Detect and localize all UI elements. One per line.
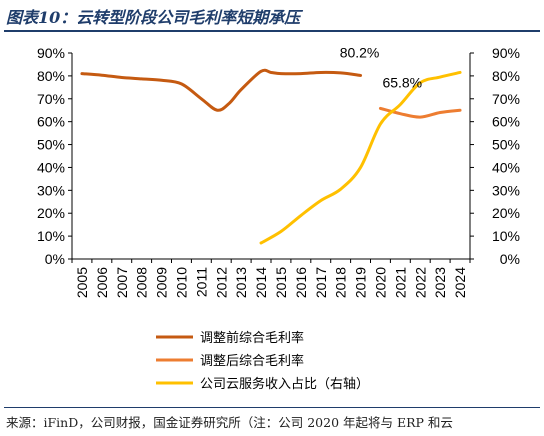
- x-tick-label: 2012: [213, 267, 229, 298]
- title-rule: [4, 30, 540, 32]
- x-axis: 2005 2006 2007 2008 2009 2010 2011 2012 2013 2014…: [71, 258, 471, 298]
- annotation-layer: 80.2%65.8%: [340, 44, 422, 90]
- x-tick-label: 2011: [193, 267, 209, 297]
- figure-title: 图表10：云转型阶段公司毛利率短期承压: [6, 8, 301, 27]
- right-tick-label: 40%: [492, 159, 520, 175]
- right-tick-label: 70%: [492, 91, 520, 107]
- x-tick-label: 2013: [233, 267, 249, 298]
- right-y-axis: 0% 10% 20% 30% 40% 50% 60% 70% 80% 90%: [469, 45, 520, 267]
- left-tick-label: 20%: [37, 205, 65, 221]
- left-tick-label: 30%: [37, 182, 65, 198]
- x-tick-label: 2009: [154, 267, 170, 298]
- series-layer: [80, 68, 462, 245]
- legend-label: 调整后综合毛利率: [200, 353, 304, 369]
- right-tick-label: 0%: [500, 251, 520, 267]
- x-tick-label: 2008: [134, 267, 150, 298]
- right-tick-label: 20%: [492, 205, 520, 221]
- left-tick-label: 50%: [37, 137, 65, 153]
- data-label: 65.8%: [382, 74, 422, 90]
- right-tick-label: 80%: [492, 68, 520, 84]
- x-tick-label: 2005: [74, 267, 90, 298]
- data-label: 80.2%: [340, 44, 380, 60]
- x-tick-label: 2023: [432, 267, 448, 298]
- x-tick-label: 2007: [114, 267, 130, 298]
- x-tick-label: 2018: [333, 267, 349, 298]
- gross-margin-chart: 0% 10% 20% 30% 40% 50% 60% 70% 80% 90% 0% 10% 20% 30…: [37, 44, 520, 392]
- series-line-2: [259, 70, 462, 245]
- x-tick-label: 2019: [353, 267, 369, 298]
- left-tick-label: 90%: [37, 45, 65, 61]
- source-rule: [4, 407, 540, 408]
- right-tick-label: 60%: [492, 114, 520, 130]
- x-tick-label: 2010: [173, 267, 189, 298]
- x-tick-label: 2022: [412, 267, 428, 298]
- x-tick-label: 2014: [253, 267, 269, 298]
- right-tick-label: 10%: [492, 228, 520, 244]
- x-tick-label: 2015: [273, 267, 289, 298]
- left-tick-label: 60%: [37, 114, 65, 130]
- series-line-0: [80, 68, 363, 112]
- left-tick-label: 10%: [37, 228, 65, 244]
- legend-label: 调整前综合毛利率: [200, 330, 304, 346]
- left-y-axis: 0% 10% 20% 30% 40% 50% 60% 70% 80% 90%: [37, 45, 73, 267]
- left-tick-label: 40%: [37, 159, 65, 175]
- left-tick-label: 80%: [37, 68, 65, 84]
- left-tick-label: 0%: [45, 251, 65, 267]
- x-tick-label: 2006: [94, 267, 110, 298]
- x-tick-label: 2016: [293, 267, 309, 298]
- right-tick-label: 30%: [492, 182, 520, 198]
- right-tick-label: 90%: [492, 45, 520, 61]
- right-tick-label: 50%: [492, 137, 520, 153]
- x-tick-label: 2020: [372, 267, 388, 298]
- series-line-1: [378, 106, 462, 119]
- x-tick-label: 2024: [452, 267, 468, 298]
- x-tick-label: 2021: [392, 267, 408, 298]
- left-tick-label: 70%: [37, 91, 65, 107]
- legend-label: 公司云服务收入占比（右轴）: [200, 376, 369, 392]
- x-tick-label: 2017: [313, 267, 329, 298]
- figure-source: 来源：iFinD，公司财报，国金证券研究所（注：公司 2020 年起将与 ERP…: [6, 415, 453, 430]
